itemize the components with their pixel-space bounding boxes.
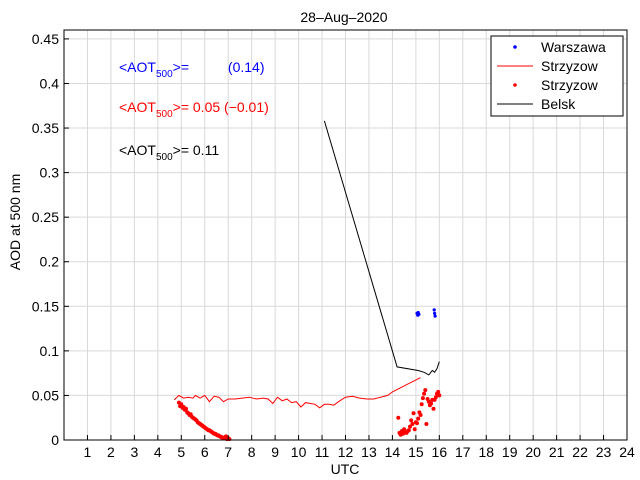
x-tick-label: 8 [248,444,256,460]
x-tick-label: 15 [408,444,424,460]
annotations: <AOT500>= (0.14) <AOT500>= 0.05 (−0.01) <A… [119,59,269,163]
series-line-belsk [323,120,440,376]
x-tick-label: 14 [385,444,401,460]
x-tick-label: 23 [596,444,612,460]
y-axis-label: AOD at 500 nm [7,174,23,271]
legend-label: Warszawa [541,39,606,55]
x-tick-label: 12 [338,444,354,460]
y-tick-label: 0.25 [32,209,59,225]
data-series [173,120,442,442]
x-tick-label: 24 [619,444,635,460]
data-point-strzyzow [433,395,438,400]
x-tick-label: 5 [177,444,185,460]
data-point-strzyzow [408,424,412,429]
data-point-strzyzow [184,406,188,411]
axis-ticks: 1 2 3 4 5 6 7 8 9 10 11 12 13 14 15 16 17 18 19 20 21 22 23 240… [32,31,635,460]
legend-box [490,35,624,117]
legend-swatch-point [513,45,517,49]
x-tick-label: 4 [154,444,162,460]
data-point-warszawa [433,314,437,318]
data-point-strzyzow [419,402,424,407]
legend: Warszawa Strzyzow Strzyzow Belsk [490,35,624,117]
x-tick-label: 17 [455,444,471,460]
data-point-strzyzow [409,418,414,423]
x-tick-label: 7 [224,444,232,460]
x-tick-label: 20 [525,444,541,460]
aot-annotation: <AOT500>= 0.11 [119,142,219,163]
data-point-strzyzow [179,402,184,407]
x-tick-label: 6 [201,444,209,460]
data-point-strzyzow [418,413,423,417]
data-point-strzyzow [396,415,401,420]
x-tick-label: 11 [315,444,330,460]
y-tick-label: 0.2 [40,254,60,270]
data-point-strzyzow [410,422,415,426]
y-tick-label: 0.35 [32,120,59,136]
data-point-strzyzow [437,393,442,398]
data-point-strzyzow [429,401,434,406]
x-tick-label: 1 [84,444,92,460]
x-axis-label: UTC [331,461,360,477]
x-tick-label: 10 [291,444,307,460]
data-point-warszawa [433,311,437,315]
x-tick-label: 3 [130,444,138,460]
y-tick-label: 0.4 [40,75,60,91]
y-tick-label: 0.45 [32,31,59,47]
data-point-strzyzow [412,427,417,432]
x-tick-label: 19 [502,444,518,460]
aot-annotation: <AOT500>= (0.14) [119,59,264,80]
x-tick-label: 2 [107,444,115,460]
series-line-strzyzow [173,377,421,409]
data-point-strzyzow [411,411,416,416]
data-point-strzyzow [424,422,429,426]
data-point-strzyzow [415,421,419,426]
legend-label: Strzyzow [541,77,599,93]
data-point-strzyzow [431,406,436,411]
y-tick-label: 0.3 [40,165,60,181]
data-point-strzyzow [423,388,428,393]
data-point-strzyzow [416,416,421,421]
legend-swatch-point [513,83,517,87]
x-tick-label: 21 [549,444,565,460]
y-tick-label: 0 [51,432,59,448]
x-tick-label: 16 [432,444,448,460]
y-tick-label: 0.15 [32,298,59,314]
data-point-strzyzow [422,391,427,396]
data-point-warszawa [432,308,436,312]
y-tick-label: 0.05 [32,387,59,403]
x-tick-label: 9 [271,444,279,460]
data-point-strzyzow [420,396,425,401]
data-point-strzyzow [436,389,441,394]
legend-label: Belsk [541,96,576,112]
data-point-warszawa [417,312,421,316]
aot-annotation: <AOT500>= 0.05 (−0.01) [119,99,269,120]
chart-title: 28–Aug–2020 [300,9,387,25]
x-tick-label: 18 [478,444,494,460]
data-point-strzyzow [406,428,411,433]
y-tick-label: 0.1 [40,343,60,359]
x-tick-label: 22 [572,444,588,460]
legend-label: Strzyzow [541,58,599,74]
x-tick-label: 13 [361,444,377,460]
